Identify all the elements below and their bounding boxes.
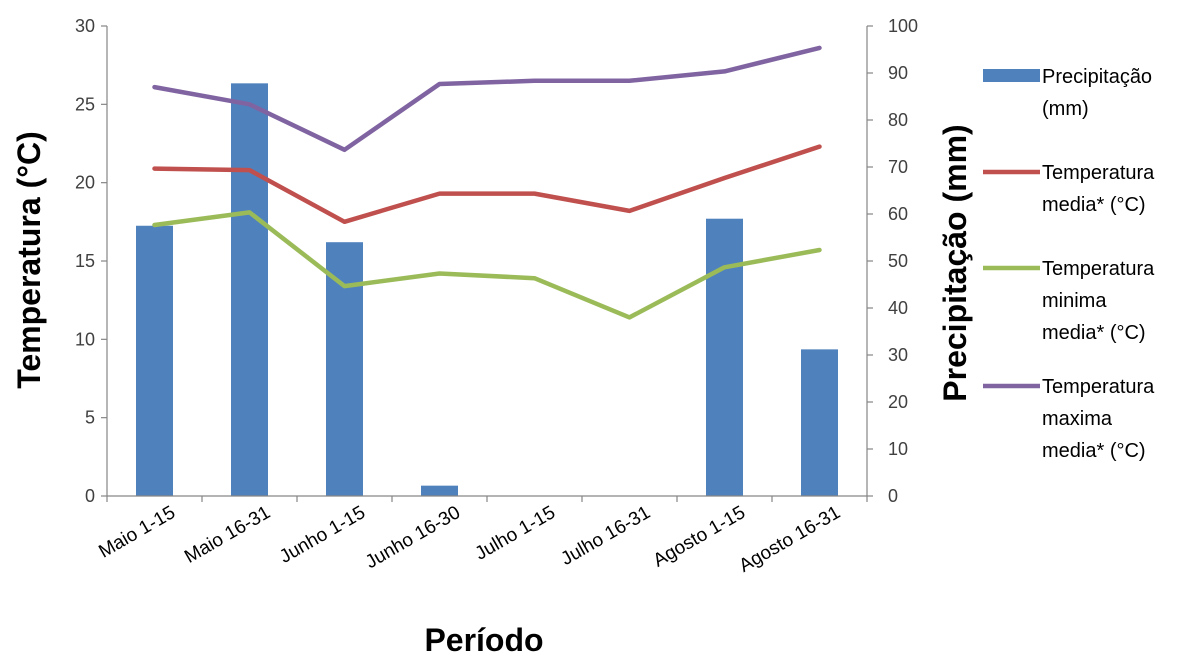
lines-layer [152, 45, 822, 320]
left-y-tick-label: 0 [85, 486, 95, 506]
right-y-tick-label: 60 [888, 204, 908, 224]
precip-bar [706, 218, 743, 496]
temperature-line [152, 45, 822, 153]
legend-swatch [983, 69, 1040, 82]
legend-label: (mm) [1042, 98, 1089, 120]
ticks-layer: 0 5 10 15 20 25 30 0 10 20 30 40 50 60 70 80 90 100 [75, 16, 918, 506]
legend-label: minima [1042, 290, 1107, 312]
right-y-tick-label: 40 [888, 298, 908, 318]
x-category-label: Maio 1-15 [95, 502, 179, 562]
right-y-tick-label: 20 [888, 392, 908, 412]
left-y-axis-title: Temperatura (°C) [11, 131, 47, 389]
x-category-label: Julho 1-15 [472, 502, 559, 565]
x-category-label: Julho 16-31 [558, 502, 654, 570]
left-y-tick-label: 20 [75, 173, 95, 193]
left-y-tick-label: 30 [75, 16, 95, 36]
left-y-tick-label: 10 [75, 329, 95, 349]
legend-label: Precipitação [1042, 66, 1152, 88]
legend-label: media* (°C) [1042, 440, 1146, 462]
x-category-label: Junho 1-15 [276, 502, 369, 568]
precip-bar [421, 485, 458, 496]
right-y-tick-label: 80 [888, 110, 908, 130]
legend-label: Temperatura [1042, 162, 1155, 184]
right-y-tick-label: 0 [888, 486, 898, 506]
left-y-tick-label: 5 [85, 408, 95, 428]
legend-label: media* (°C) [1042, 194, 1146, 216]
bars-layer [136, 83, 838, 496]
right-y-axis-title: Precipitação (mm) [937, 124, 973, 401]
x-category-label: Maio 16-31 [181, 502, 274, 568]
right-y-tick-label: 90 [888, 63, 908, 83]
legend-label: media* (°C) [1042, 322, 1146, 344]
right-y-tick-label: 70 [888, 157, 908, 177]
precip-bar [136, 225, 173, 496]
temperature-line [152, 210, 822, 320]
precip-bar [801, 349, 838, 496]
precip-bar [231, 83, 268, 496]
precip-bar [326, 242, 363, 496]
right-y-tick-label: 10 [888, 439, 908, 459]
right-y-tick-label: 100 [888, 16, 918, 36]
legend-label: Temperatura [1042, 258, 1155, 280]
right-y-tick-label: 30 [888, 345, 908, 365]
x-category-label: Junho 16-30 [362, 502, 464, 573]
legend-label: Temperatura [1042, 376, 1155, 398]
legend-label: maxima [1042, 408, 1113, 430]
x-category-label: Agosto 16-31 [736, 502, 844, 577]
x-axis-title: Período [424, 622, 543, 658]
legend: Precipitação (mm) Temperatura media* (°C) Te… [983, 66, 1155, 462]
right-y-tick-label: 50 [888, 251, 908, 271]
left-y-tick-label: 15 [75, 251, 95, 271]
x-category-label: Agosto 1-15 [650, 502, 749, 571]
temperature-line [152, 144, 822, 225]
left-y-tick-label: 25 [75, 94, 95, 114]
